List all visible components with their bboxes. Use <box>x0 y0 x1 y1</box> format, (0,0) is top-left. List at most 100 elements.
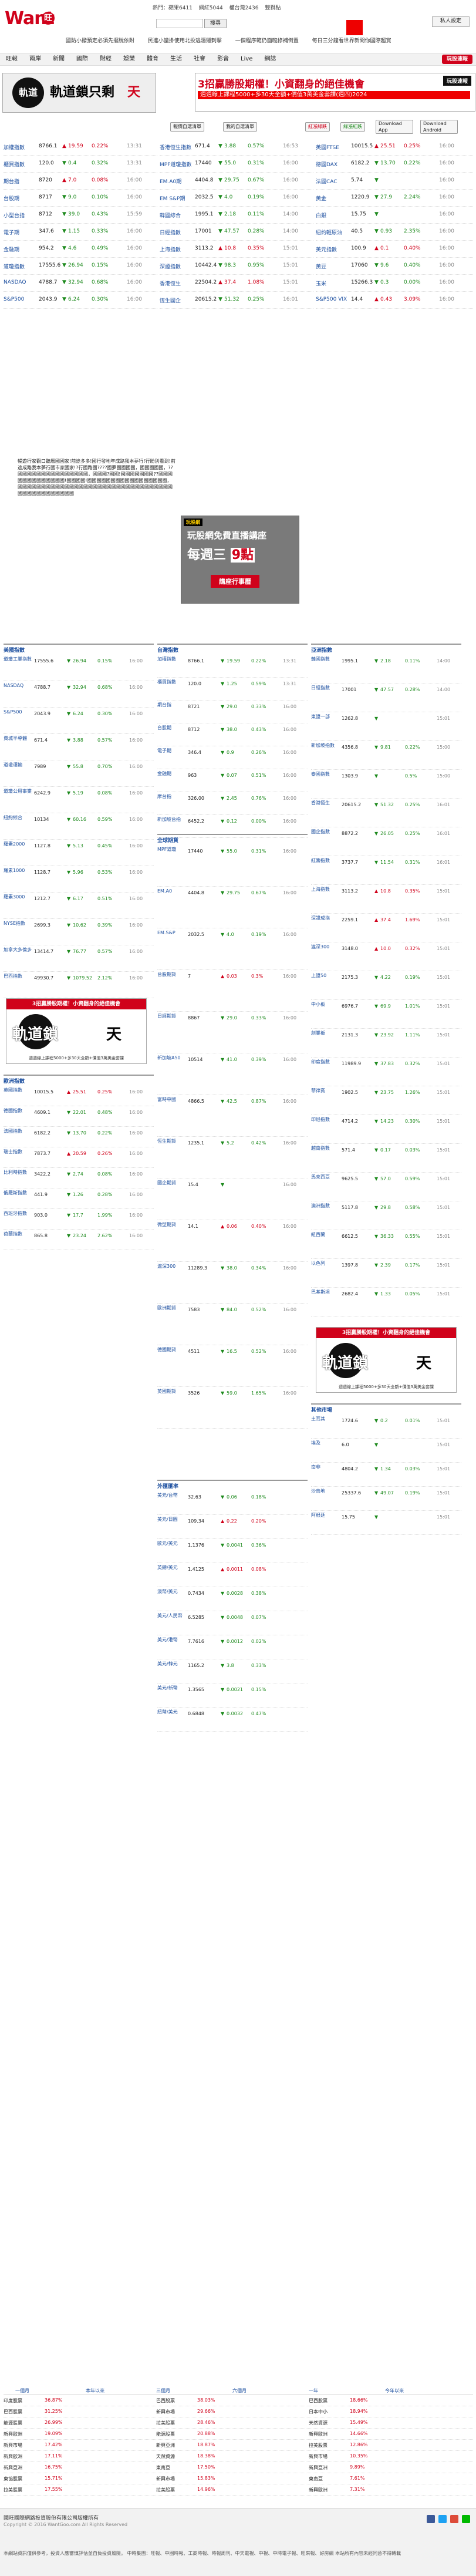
quote-row[interactable]: 黃豆 17060 9.6 0.40% 16:00 ▼ <box>316 258 473 275</box>
quote-name[interactable]: 法國CAC <box>316 179 337 185</box>
quote-name[interactable]: 上證50 <box>311 973 327 978</box>
quote-name[interactable]: 費城半導體 <box>4 736 27 741</box>
quote-row[interactable]: 西班牙指數 903.0 17.7 1.99% 16:00 ▼ <box>4 1209 154 1230</box>
quote-row[interactable]: 澳洲指數 5117.8 29.8 0.58% 15:01 ▼ <box>311 1201 461 1230</box>
meta-link[interactable]: 網紅5044 <box>198 5 223 11</box>
quote-row[interactable]: 微型期貨 14.1 0.06 0.40% 16:00 ▲ <box>157 1220 308 1262</box>
quote-name[interactable]: 紐幣/美元 <box>157 1709 178 1715</box>
quote-name[interactable]: 以色列 <box>311 1261 325 1266</box>
quote-name[interactable]: 玉米 <box>316 281 327 287</box>
quote-row[interactable]: 菲律賓 1902.5 23.75 1.26% 15:01 ▼ <box>311 1086 461 1115</box>
quote-row[interactable]: 美元/港幣 7.7616 0.0012 0.02% ▼ <box>157 1635 308 1659</box>
quote-list-button[interactable]: 報價自選清單 <box>170 122 204 132</box>
quote-name[interactable]: 羅素3000 <box>4 894 25 900</box>
quote-name[interactable]: 香港恆生 <box>311 800 330 806</box>
quote-name[interactable]: 恆生國企 <box>160 298 181 304</box>
quote-name[interactable]: 英國FTSE <box>316 145 339 151</box>
quote-row[interactable]: 紐約綜合 10134 60.16 0.59% 16:00 ▼ <box>4 813 154 840</box>
nav-item[interactable]: 國際 <box>76 56 88 62</box>
table-row[interactable]: 拉美股票 17.55% 拉美股票 14.96% 新興歐洲 7.31% <box>4 2484 473 2496</box>
quote-row[interactable]: EM S&P期 2032.5 4.0 0.19% 16:00 ▼ <box>160 190 313 207</box>
webinar-ad[interactable]: 玩股網 玩股網免費直播講座 每週三 9點 講座行事曆 <box>181 516 299 604</box>
quote-name[interactable]: 金融期 <box>4 247 20 253</box>
quote-name[interactable]: 電子期 <box>157 748 171 753</box>
quote-row[interactable]: 韓國指數 1995.1 2.18 0.11% 14:00 ▼ <box>311 655 461 683</box>
quote-name[interactable]: 美元/人民幣 <box>157 1613 183 1618</box>
quote-name[interactable]: 歐洲期貨 <box>157 1305 176 1311</box>
quote-name[interactable]: 金融期 <box>157 771 171 776</box>
red-up-toggle[interactable]: 紅漲綠跌 <box>305 122 330 132</box>
headline-link[interactable]: 民進小蠻掛使用北投逃潛獵刺擊 <box>147 38 222 44</box>
quote-name[interactable]: 美元指數 <box>316 247 337 253</box>
quote-name[interactable]: 南非 <box>311 1464 320 1470</box>
quote-name[interactable]: 加拿大多倫多 <box>4 947 32 952</box>
nav-item[interactable]: Live <box>241 56 253 62</box>
quote-row[interactable]: 紐幣/美元 0.6848 0.0032 0.47% ▼ <box>157 1708 308 1732</box>
quote-name[interactable]: 阿根廷 <box>311 1513 325 1518</box>
quote-row[interactable]: 英國指數 10015.5 25.51 0.25% 16:00 ▲ <box>4 1086 154 1106</box>
quote-name[interactable]: 美元/港幣 <box>157 1637 178 1642</box>
quote-name[interactable]: 荷蘭指數 <box>4 1231 22 1237</box>
quote-name[interactable]: MPF道瓊 <box>157 847 177 852</box>
quote-row[interactable]: 比利時指數 3422.2 2.74 0.08% 16:00 ▼ <box>4 1168 154 1188</box>
quote-row[interactable]: 加權指數 8766.1 19.59 0.22% 13:31 ▼ <box>157 655 308 678</box>
quote-name[interactable]: 澳洲指數 <box>311 1203 330 1208</box>
app-download-button[interactable]: Download App <box>376 120 413 134</box>
quote-row[interactable]: 恆生期貨 1235.1 5.2 0.42% 16:00 ▼ <box>157 1137 308 1178</box>
quote-row[interactable]: 金融期 963 0.07 0.51% 16:00 ▼ <box>157 769 308 792</box>
quote-row[interactable]: 美元/人民幣 6.5285 0.0048 0.07% ▼ <box>157 1611 308 1635</box>
search-button[interactable]: 搜尋 <box>204 19 227 28</box>
quote-name[interactable]: 台股期貨 <box>157 972 176 977</box>
quote-row[interactable]: 德國期貨 4511 16.5 0.52% 16:00 ▼ <box>157 1345 308 1387</box>
quote-name[interactable]: 德國期貨 <box>157 1347 176 1352</box>
quote-name[interactable]: 台股期 <box>4 196 20 202</box>
quote-name[interactable]: 創業板 <box>311 1031 325 1036</box>
quote-row[interactable]: 巴西指數 49930.7 1079.52 2.12% 16:00 ▼ <box>4 972 154 998</box>
table-row[interactable]: 能源股票 26.99% 拉美股票 28.46% 天然資源 15.49% <box>4 2417 473 2429</box>
quote-row[interactable]: 韓國綜合 1995.1 2.18 0.11% 14:00 ▼ <box>160 207 313 224</box>
quote-name[interactable]: 黃豆 <box>316 264 327 270</box>
quote-row[interactable]: 紅籌指數 3737.7 11.54 0.31% 16:01 ▼ <box>311 856 461 885</box>
quote-row[interactable]: 日經指數 17001 47.57 0.28% 14:00 ▼ <box>311 683 461 712</box>
quote-row[interactable]: 國企期貨 15.4 16:00 ▼ <box>157 1178 308 1220</box>
quote-row[interactable]: 印尼指數 4714.2 14.23 0.30% 15:01 ▼ <box>311 1115 461 1144</box>
table-row[interactable]: 新興歐洲 17.11% 天然資源 18.38% 新興市場 10.35% <box>4 2451 473 2462</box>
quote-row[interactable]: EM.A0期 4404.8 29.75 0.67% 16:00 ▼ <box>160 173 313 190</box>
quote-row[interactable]: 羅素3000 1212.7 6.17 0.51% 16:00 ▼ <box>4 893 154 919</box>
quote-name[interactable]: 新加坡指數 <box>311 743 335 748</box>
quote-row[interactable]: 美元指數 100.9 0.1 0.40% 16:00 ▲ <box>316 241 473 258</box>
nav-cta-button[interactable]: 玩股速報 <box>441 55 472 64</box>
quote-name[interactable]: 香港恆生指數 <box>160 145 192 151</box>
quote-name[interactable]: S&P500 <box>4 297 25 302</box>
quote-row[interactable]: NASDAQ 4788.7 32.94 0.68% 16:00 ▼ <box>4 681 154 708</box>
quote-name[interactable]: 道瓊運輸 <box>4 762 22 767</box>
quote-row[interactable]: 美元/新幣 1.3565 0.0021 0.15% ▼ <box>157 1683 308 1708</box>
quote-row[interactable]: 泰國指數 1303.9 0.5% 15:00 ▼ <box>311 770 461 799</box>
quote-name[interactable]: 馬來西亞 <box>311 1174 330 1180</box>
quote-row[interactable]: NASDAQ 4788.7 32.94 0.68% 16:00 ▼ <box>4 275 157 292</box>
quote-row[interactable]: S&P500 VIX 14.4 0.43 3.09% 16:00 ▲ <box>316 292 473 309</box>
inline-ad-banner[interactable]: 3招贏勝股期權！小資翻身的絕佳機會 軌道鎖 天 週週線上課程5000+多30天全… <box>6 998 147 1064</box>
quote-name[interactable]: 櫃買指數 <box>4 162 25 168</box>
quote-name[interactable]: S&P500 <box>4 709 22 715</box>
nav-item[interactable]: 旺報 <box>6 56 18 62</box>
quote-row[interactable]: 中小板 6976.7 69.9 1.01% 15:01 ▼ <box>311 1000 461 1029</box>
nav-item[interactable]: 社會 <box>194 56 205 62</box>
quote-row[interactable]: MPF道瓊 17440 55.0 0.31% 16:00 ▼ <box>157 845 308 887</box>
quote-row[interactable]: 美元/韓元 1165.2 3.8 0.33% ▼ <box>157 1659 308 1683</box>
table-row[interactable]: 印度股票 36.87% 巴西股票 38.03% 巴西股票 18.66% <box>4 2395 473 2406</box>
quote-row[interactable]: S&P500 2043.9 6.24 0.30% 16:00 ▼ <box>4 292 157 309</box>
quote-name[interactable]: 歐元/美元 <box>157 1541 178 1546</box>
quote-row[interactable]: 電子期 347.6 1.15 0.33% 16:00 ▼ <box>4 224 157 241</box>
quote-row[interactable]: 恆生國企 20615.2 51.32 0.25% 16:01 ▼ <box>160 292 313 309</box>
quote-row[interactable]: 富時中國 4866.5 42.5 0.87% 16:00 ▼ <box>157 1095 308 1137</box>
quote-row[interactable]: 新加坡A50 10514 41.0 0.39% 16:00 ▼ <box>157 1053 308 1095</box>
quote-name[interactable]: NASDAQ <box>4 280 26 285</box>
quote-name[interactable]: 日經期貨 <box>157 1013 176 1019</box>
quote-row[interactable]: EM.A0 4404.8 29.75 0.67% 16:00 ▼ <box>157 887 308 928</box>
quote-name[interactable]: 菲律賓 <box>311 1088 325 1093</box>
quote-row[interactable]: 馬來西亞 9625.5 57.0 0.59% 15:01 ▼ <box>311 1173 461 1201</box>
quote-row[interactable]: 滬深300 3148.0 10.0 0.32% 15:01 ▲ <box>311 942 461 971</box>
quote-row[interactable]: 法國CAC 5.74 16:00 ▼ <box>316 173 473 190</box>
quote-name[interactable]: 羅素2000 <box>4 841 25 847</box>
